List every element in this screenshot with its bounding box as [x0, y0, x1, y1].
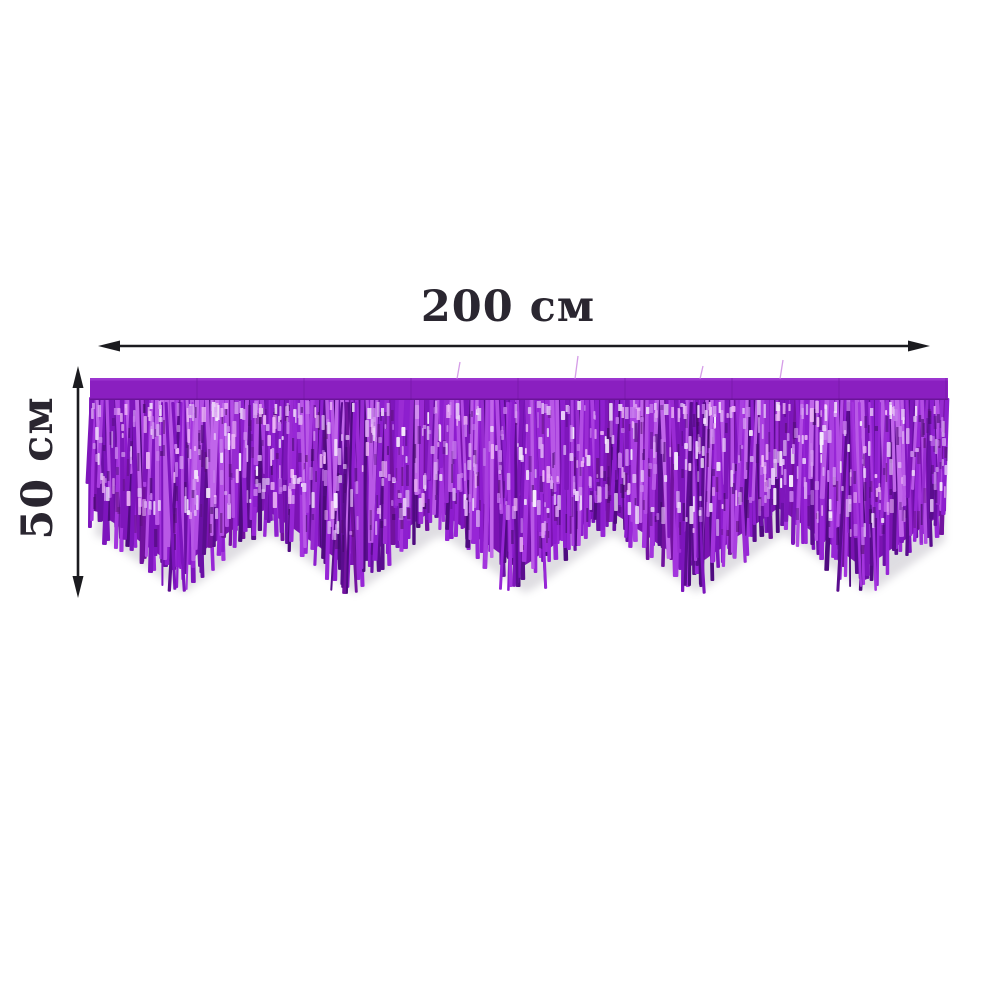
arrowhead-down-icon — [72, 576, 84, 598]
width-dimension-label: 200 см — [420, 282, 596, 332]
width-dimension-arrow — [98, 340, 930, 352]
height-dimension-label: 50 см — [13, 396, 63, 540]
tinsel-garland-image — [85, 355, 950, 594]
height-dimension-arrow — [72, 366, 84, 598]
arrowhead-right-icon — [908, 340, 930, 352]
arrowhead-left-icon — [98, 340, 120, 352]
arrowhead-up-icon — [72, 366, 84, 388]
